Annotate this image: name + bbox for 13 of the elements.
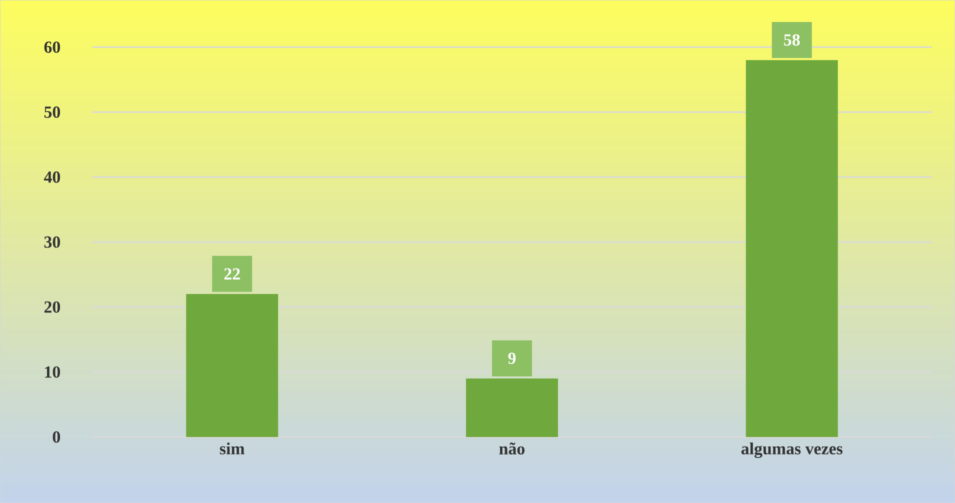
y-tick-label: 40 [44, 171, 60, 183]
data-label: 22 [224, 268, 240, 280]
y-tick-label: 0 [52, 431, 60, 443]
x-tick-label: algumas vezes [741, 442, 842, 458]
y-tick-label: 60 [44, 41, 60, 53]
y-tick-label: 10 [45, 366, 60, 378]
y-tick-label: 30 [44, 236, 60, 248]
y-tick-label: 20 [44, 301, 60, 313]
data-label: 9 [508, 352, 516, 364]
x-tick-label: sim [220, 442, 245, 454]
data-label: 58 [784, 34, 800, 46]
y-tick-label: 50 [44, 106, 60, 118]
x-tick-label: não [499, 442, 525, 454]
